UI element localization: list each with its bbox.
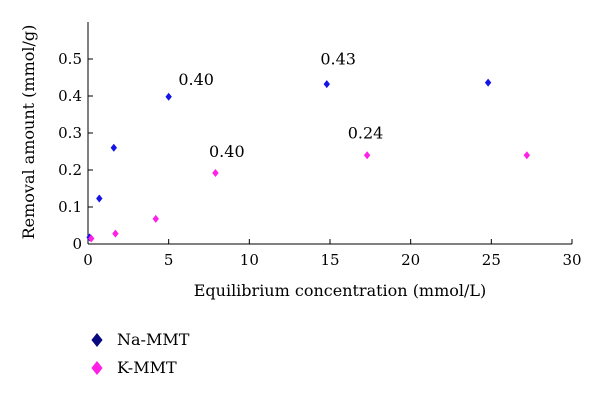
y-tick-label: 0.4 — [58, 87, 82, 105]
data-annotation: 0.40 — [209, 142, 245, 161]
data-point — [484, 78, 492, 87]
y-tick-label: 0.3 — [58, 124, 82, 142]
data-annotation: 0.24 — [348, 124, 384, 143]
legend-item: Na-MMT — [91, 330, 190, 349]
legend-label: K-MMT — [117, 358, 177, 377]
y-tick-label: 0.2 — [58, 161, 82, 179]
x-tick-label: 25 — [482, 251, 501, 269]
x-ticks: 0 5 10 15 20 25 30 — [83, 239, 582, 269]
y-tick-label: 0 — [72, 235, 82, 253]
data-point — [523, 151, 531, 160]
legend-label: Na-MMT — [117, 330, 190, 349]
data-point — [88, 234, 95, 243]
data-annotation: 0.40 — [178, 70, 214, 89]
annotations: 0.40 0.43 0.40 0.24 — [178, 50, 383, 162]
data-point — [152, 214, 159, 223]
x-tick-label: 5 — [164, 251, 174, 269]
series-k-mmt — [88, 151, 531, 243]
y-tick-label: 0.1 — [58, 198, 82, 216]
y-tick-label: 0.5 — [58, 50, 82, 68]
legend: Na-MMT K-MMT — [91, 330, 190, 377]
data-points — [86, 78, 531, 243]
y-axis-label: Removal amount (mmol/g) — [19, 25, 38, 240]
data-point — [96, 194, 103, 203]
x-tick-label: 20 — [401, 251, 420, 269]
series-na-mmt — [86, 78, 492, 242]
x-tick-label: 10 — [240, 251, 259, 269]
legend-item: K-MMT — [91, 358, 177, 377]
data-point — [323, 80, 330, 89]
x-tick-label: 0 — [83, 251, 93, 269]
y-ticks: 0 0.1 0.2 0.3 0.4 0.5 — [58, 50, 93, 253]
data-annotation: 0.43 — [320, 50, 356, 69]
x-axis-label: Equilibrium concentration (mmol/L) — [194, 281, 487, 300]
legend-marker — [91, 333, 103, 347]
data-point — [165, 92, 172, 101]
legend-marker — [91, 361, 103, 375]
data-point — [212, 168, 219, 177]
x-tick-label: 15 — [320, 251, 339, 269]
x-tick-label: 30 — [562, 251, 581, 269]
data-point — [363, 151, 371, 160]
data-point — [110, 143, 118, 152]
data-point — [112, 229, 119, 238]
